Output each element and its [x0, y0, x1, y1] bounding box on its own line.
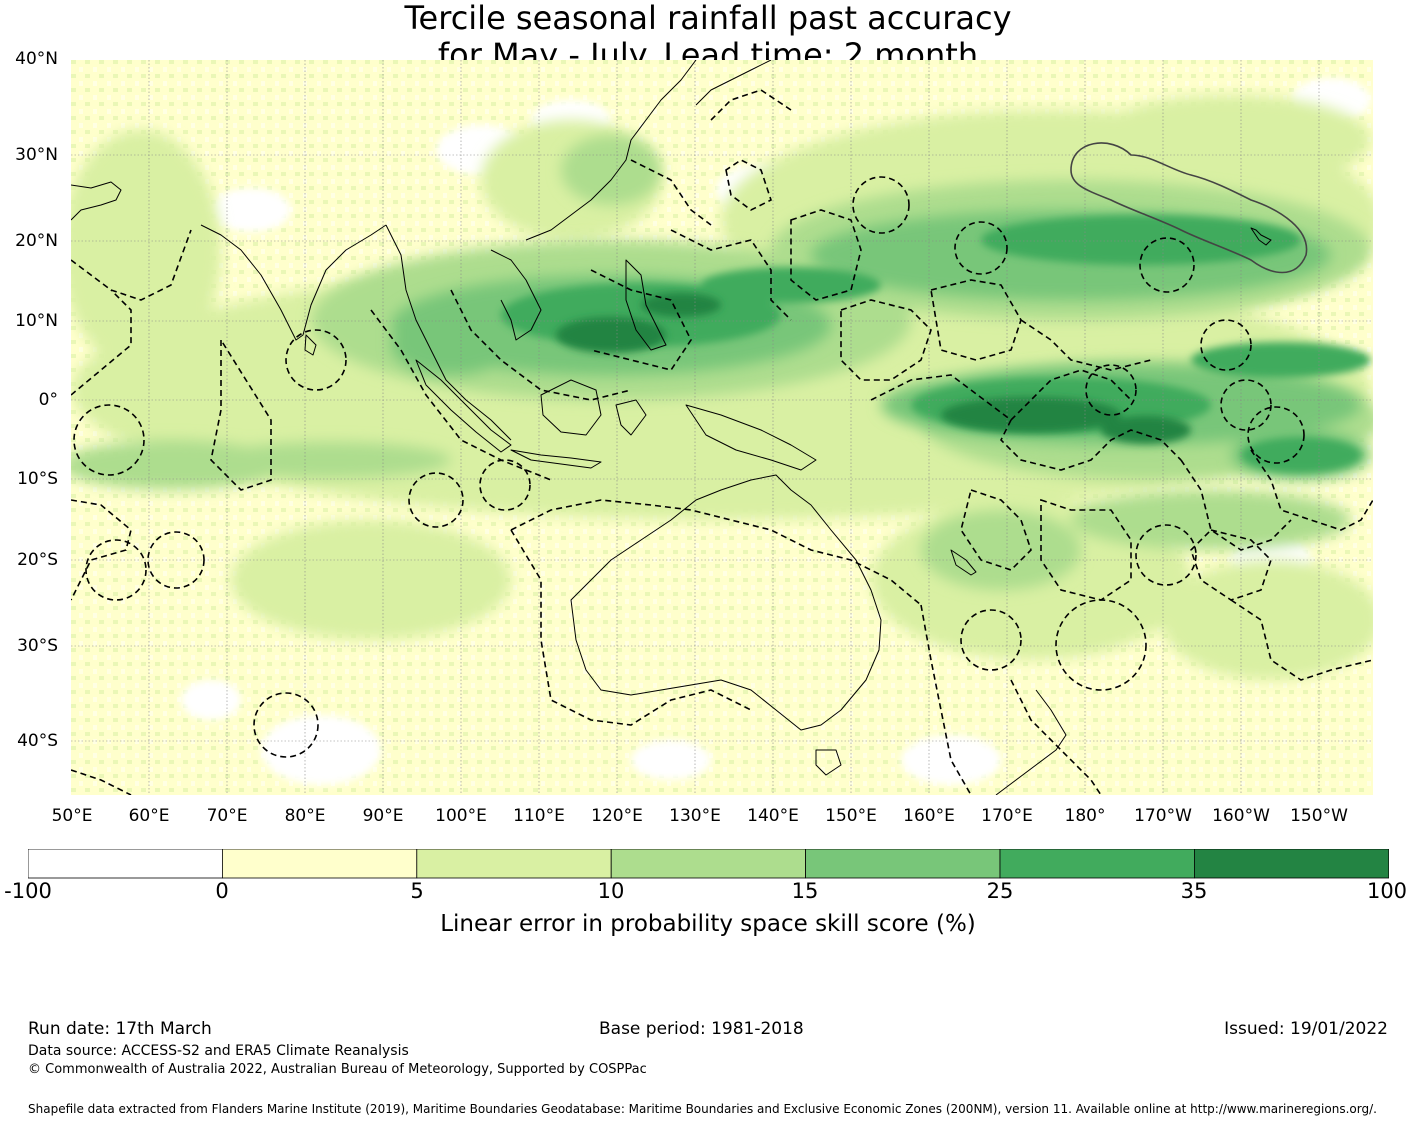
- colorbar-tick-10: 10: [597, 879, 625, 903]
- colorbar-segment-25-35: [999, 849, 1195, 879]
- lon-label-120e: 120°E: [591, 806, 643, 826]
- lon-label-140e: 140°E: [747, 806, 799, 826]
- lon-label-180: 180°: [1064, 806, 1106, 826]
- colorbar-tick-0: 0: [215, 879, 229, 903]
- coast-hawaii: [1250, 227, 1272, 246]
- lat-label-10s: 10°S: [17, 469, 58, 489]
- coast-arabia: [71, 181, 122, 221]
- coast-china: [525, 60, 697, 241]
- lon-label-60e: 60°E: [128, 806, 170, 826]
- data-source: Data source: ACCESS-S2 and ERA5 Climate …: [28, 1043, 409, 1059]
- lon-label-110e: 110°E: [513, 806, 565, 826]
- coast-java: [510, 449, 602, 469]
- lat-label-10n: 10°N: [15, 311, 58, 331]
- lon-label-160e: 160°E: [903, 806, 955, 826]
- colorbar-tick-15: 15: [791, 879, 819, 903]
- coast-india: [200, 224, 387, 341]
- colorbar-segment-15-25: [805, 849, 1001, 879]
- lat-label-40s: 40°S: [17, 731, 58, 751]
- lon-label-90e: 90°E: [362, 806, 404, 826]
- colorbar-segment-10-15: [610, 849, 807, 879]
- coast-tasmania: [815, 749, 842, 776]
- coast-bay-east: [385, 224, 512, 441]
- coast-newcaledonia: [950, 549, 977, 576]
- colorbar-segment-neg100-0: [28, 849, 223, 879]
- map-title-line1: Tercile seasonal rainfall past accuracy: [404, 0, 1012, 37]
- lat-label-40n: 40°N: [15, 49, 58, 69]
- lon-label-50e: 50°E: [51, 806, 93, 826]
- coast-borneo: [540, 379, 602, 436]
- lon-label-100e: 100°E: [435, 806, 487, 826]
- lat-label-20n: 20°N: [15, 231, 58, 251]
- base-period: Base period: 1981-2018: [599, 1019, 804, 1039]
- colorbar: [28, 849, 1389, 879]
- coast-newzealand: [995, 689, 1067, 795]
- lon-label-160w: 160°W: [1212, 806, 1270, 826]
- coast-australia: [570, 474, 882, 731]
- graticule: [71, 60, 1373, 795]
- lon-label-170w: 170°W: [1134, 806, 1192, 826]
- lon-label-80e: 80°E: [284, 806, 326, 826]
- lon-label-150w: 150°W: [1290, 806, 1348, 826]
- coast-newguinea: [685, 404, 817, 471]
- skill-band-35-100: [556, 293, 1191, 444]
- colorbar-segment-5-10: [416, 849, 612, 879]
- run-date: Run date: 17th March: [28, 1019, 212, 1039]
- hawaii-eez-outline: [1070, 142, 1308, 274]
- coast-indochina: [490, 249, 542, 341]
- colorbar-segment-0-5: [221, 849, 418, 879]
- copyright: © Commonwealth of Australia 2022, Austra…: [28, 1062, 647, 1077]
- colorbar-tick-5: 5: [410, 879, 424, 903]
- lat-label-30n: 30°N: [15, 145, 58, 165]
- coast-japan: [695, 60, 772, 106]
- coast-philippines: [625, 259, 667, 351]
- lon-label-150e: 150°E: [825, 806, 877, 826]
- colorbar-tick-100: 100: [1366, 879, 1408, 903]
- issued-date: Issued: 19/01/2022: [1224, 1019, 1388, 1039]
- eez-boundaries: [71, 89, 1373, 795]
- colorbar-tick-neg100: -100: [4, 879, 52, 903]
- lon-label-170e: 170°E: [981, 806, 1033, 826]
- colorbar-tick-25: 25: [986, 879, 1014, 903]
- lat-label-20s: 20°S: [17, 550, 58, 570]
- lon-label-70e: 70°E: [206, 806, 248, 826]
- colorbar-label: Linear error in probability space skill …: [440, 911, 976, 937]
- lat-label-0: 0°: [38, 390, 58, 410]
- skill-score-map: [71, 60, 1373, 795]
- lon-label-130e: 130°E: [669, 806, 721, 826]
- coast-sulawesi: [615, 399, 647, 436]
- lat-label-30s: 30°S: [17, 636, 58, 656]
- coastlines: [71, 60, 1272, 795]
- shapefile-credit: Shapefile data extracted from Flanders M…: [28, 1102, 1377, 1116]
- coast-srilanka: [304, 334, 317, 356]
- colorbar-segment-35-100: [1194, 849, 1389, 879]
- colorbar-tick-35: 35: [1180, 879, 1208, 903]
- coast-sumatra: [415, 359, 512, 453]
